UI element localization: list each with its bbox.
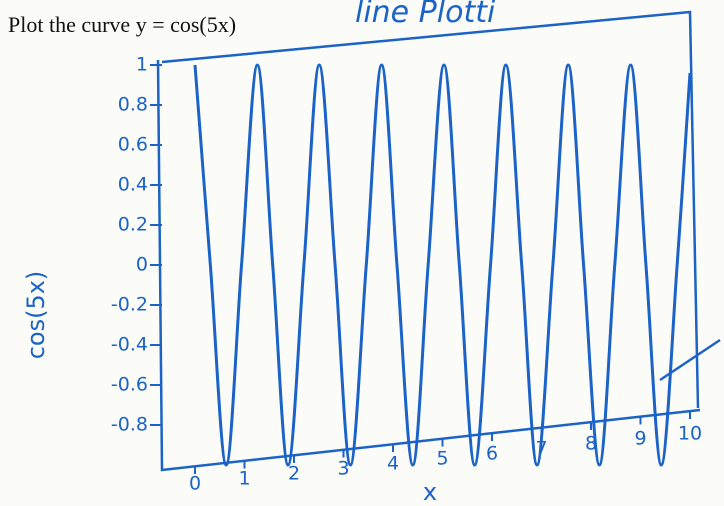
y-axis-label: cos(5x) (22, 271, 50, 360)
x-tick-label: 2 (288, 463, 300, 485)
x-tick-label: 4 (387, 453, 399, 475)
y-tick-label: -0.6 (111, 374, 148, 396)
x-axis-label: x (423, 478, 437, 506)
line (193, 63, 692, 467)
x-tick-label: 10 (678, 423, 702, 445)
y-tick-label: 0.4 (118, 174, 148, 196)
y-tick-label: 1 (136, 54, 148, 76)
x-tick-label: 6 (486, 443, 498, 465)
y-tick-label: 0.6 (118, 134, 148, 156)
y-tick-label: -0.4 (111, 334, 148, 356)
annotation: line Plotti (355, 0, 496, 30)
frame-box (161, 10, 700, 409)
y-tick-label: -0.2 (111, 294, 148, 316)
x-tick-label: 5 (436, 448, 448, 470)
x-tick-label: 1 (238, 468, 250, 490)
x-tick-label: 3 (337, 458, 349, 480)
x-tick-label: 9 (634, 428, 646, 450)
y-tick-label: 0.8 (118, 94, 148, 116)
y-tick-label: 0.2 (118, 214, 148, 236)
chart-title: Plot the curve y = cos(5x) (8, 12, 236, 37)
y-tick-label: -0.8 (111, 414, 148, 436)
x-tick-label: 0 (189, 473, 201, 495)
y-tick-label: 0 (136, 254, 148, 276)
axes (156, 59, 701, 472)
